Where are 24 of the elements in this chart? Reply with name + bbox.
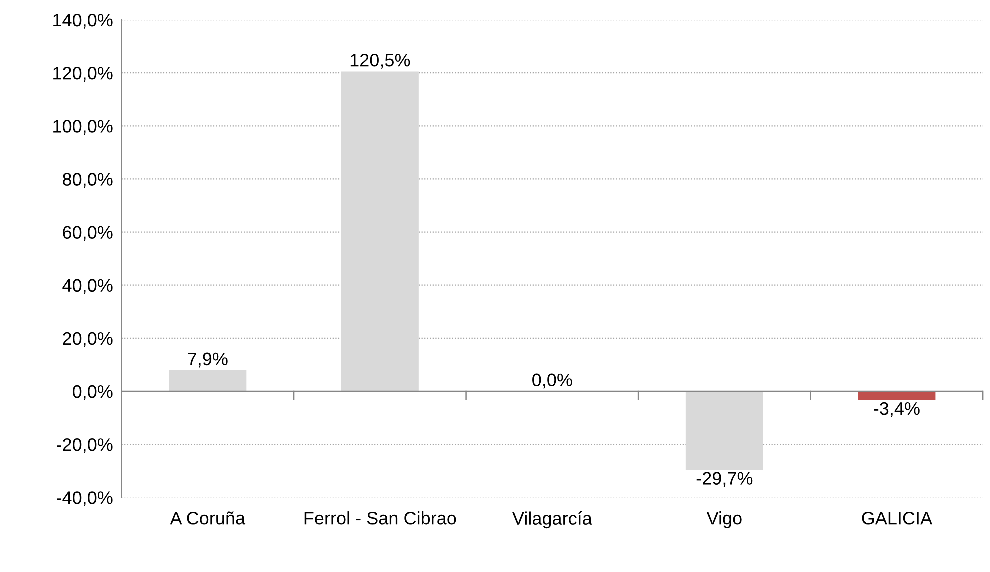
y-tick-label: 40,0% [62, 279, 113, 294]
x-tick-label: A Coruña [170, 512, 246, 525]
y-tick-label: -40,0% [57, 492, 113, 506]
y-tick-label: 20,0% [63, 332, 113, 348]
y-tick-label: 140,0% [54, 14, 113, 29]
data-label: 120,5% [350, 54, 410, 69]
y-tick-label: 0,0% [72, 385, 113, 400]
y-tick-label: 120,0% [54, 67, 113, 82]
x-tick-label: Vilagarcía [512, 512, 592, 529]
bar [169, 370, 247, 392]
x-tick-label: GALICIA [862, 512, 933, 525]
data-label: -29,7% [696, 472, 753, 488]
y-tick-label: 80,0% [63, 173, 113, 188]
x-tick-label: Ferrol - San Cibrao [304, 512, 456, 525]
bar [858, 392, 936, 401]
data-label: 7,9% [188, 352, 228, 368]
y-tick-label: -20,0% [57, 438, 113, 454]
y-tick-label: 100,0% [54, 120, 113, 136]
data-label: 0,0% [532, 374, 572, 389]
x-tick-label: Vigo [706, 512, 742, 528]
data-label: -3,4% [874, 402, 920, 418]
bar [686, 392, 764, 470]
y-tick-label: 60,0% [63, 226, 113, 242]
bar [341, 72, 419, 392]
